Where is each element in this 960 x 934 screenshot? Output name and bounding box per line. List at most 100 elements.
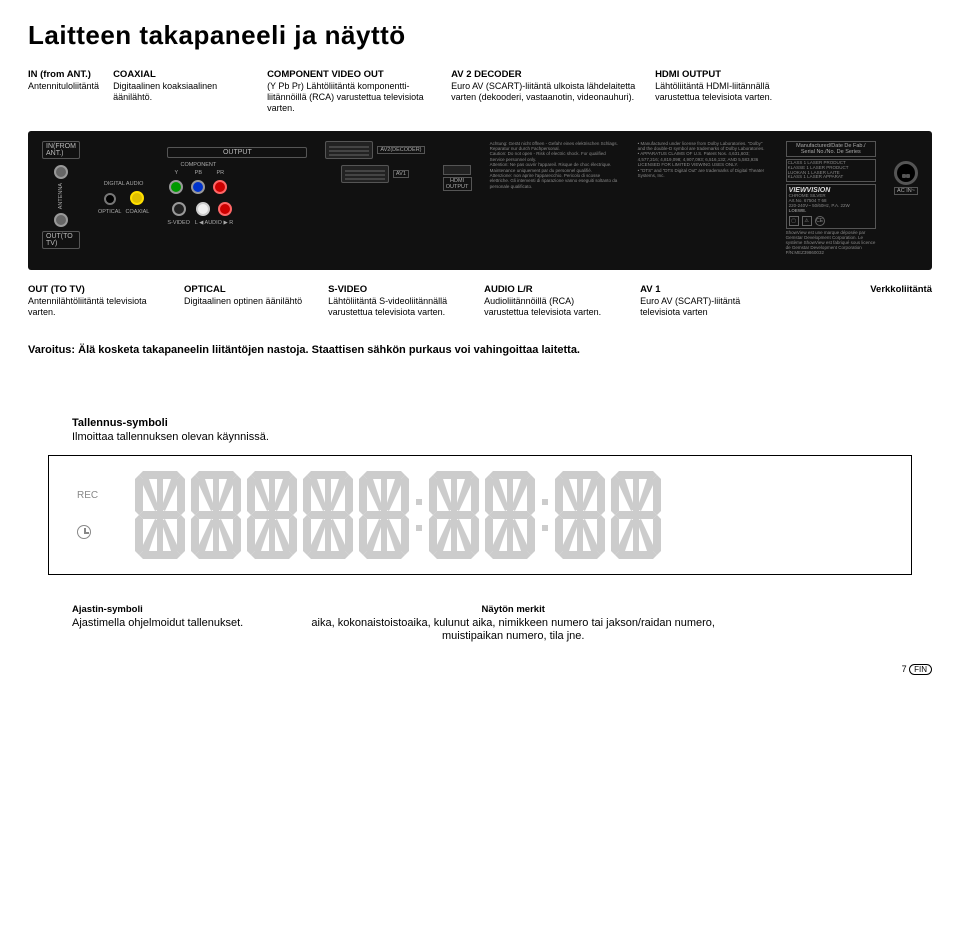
label-body: Lähtöliitäntä HDMI-liitännällä varustett… (655, 81, 772, 102)
panel-warning-text: Achtung: Gerät nicht öffnen - Gefahr ein… (490, 141, 620, 190)
display-marks-body: aika, kokonaistoistoaika, kulunut aika, … (311, 617, 715, 643)
display-left-icons: REC (77, 490, 98, 539)
label-audio: AUDIO L/R Audioliitännöillä (RCA) varust… (484, 284, 614, 318)
loewe-text: LOEWE. (789, 209, 873, 214)
label-title: AUDIO L/R (484, 284, 533, 295)
seg-digit (610, 471, 662, 559)
scart-av2 (325, 141, 373, 159)
acin-label: AC IN~ (894, 187, 918, 195)
label-body: Audioliitännöillä (RCA) varustettua tele… (484, 296, 601, 317)
seg-digit (134, 471, 186, 559)
label-body: Antennituloliitäntä (28, 81, 99, 91)
label-coaxial: COAXIAL Digitaalinen koaksiaalinen äänil… (113, 69, 253, 115)
panel-output: OUTPUT COMPONENT Y PB PR S-VIDEO (167, 141, 307, 226)
pr-label: PR (217, 170, 225, 176)
panel-digital-audio: DIGITAL AUDIO OPTICAL COAXIAL (98, 141, 149, 215)
laser-class: CLASS 1 LASER PRODUCT KLASSE 1 LASER PRO… (786, 159, 876, 183)
coaxial-label: COAXIAL (126, 209, 150, 215)
seg-digit (358, 471, 410, 559)
seg-digit (484, 471, 536, 559)
display-marks-title: Näytön merkit (482, 604, 545, 615)
seg-digit (246, 471, 298, 559)
mfr-label: Manufactured/Date De Fab./ Serial No./No… (786, 141, 876, 157)
badge-2: ⚠ (802, 216, 812, 226)
page-number: 7 (902, 664, 907, 674)
panel-antenna: IN(FROM ANT.) ANTENNA OUT(TO TV) (42, 141, 80, 251)
label-av1: AV 1 Euro AV (SCART)-liitäntä televisiot… (640, 284, 770, 318)
colon-icon (540, 499, 550, 531)
hdmi-jack (443, 165, 471, 175)
label-body: Euro AV (SCART)-liitäntä televisiota var… (640, 296, 740, 317)
page-title: Laitteen takapaneeli ja näyttö (28, 20, 932, 51)
record-symbol-body: Ilmoittaa tallennuksen olevan käynnissä. (72, 431, 269, 443)
panel-scart: AV2(DECODER) AV1 (325, 141, 424, 183)
y-jack (169, 180, 183, 194)
svideo-label: S-VIDEO (167, 220, 190, 226)
label-body: Euro AV (SCART)-liitäntä ulkoista lähdel… (451, 81, 635, 102)
label-body: (Y Pb Pr) Lähtöliitäntä komponentti-liit… (267, 81, 424, 114)
output-label: OUTPUT (167, 147, 307, 158)
label-body: Lähtöliitäntä S-videoliitännällä varuste… (328, 296, 447, 317)
antenna-in-jack (54, 165, 68, 179)
panel-right: Manufactured/Date De Fab./ Serial No./No… (786, 141, 876, 256)
label-out-to-tv: OUT (TO TV) Antennilähtöliitäntä televis… (28, 284, 158, 318)
germany-text: ShowView est une marque déposée par Gems… (786, 231, 876, 251)
seg-digit (428, 471, 480, 559)
digital-audio-label: DIGITAL AUDIO (104, 181, 143, 187)
display-panel: REC (48, 455, 912, 575)
seg-digit (554, 471, 606, 559)
page-lang: FIN (909, 664, 932, 675)
pb-label: PB (195, 170, 202, 176)
label-title: AV 1 (640, 284, 660, 295)
label-svideo: S-VIDEO Lähtöliitäntä S-videoliitännällä… (328, 284, 458, 318)
label-hdmi: HDMI OUTPUT Lähtöliitäntä HDMI-liitännäl… (655, 69, 795, 115)
label-title: HDMI OUTPUT (655, 69, 721, 80)
badge-ce: CE (815, 216, 825, 226)
label-title: IN (from ANT.) (28, 69, 91, 80)
rear-panel: IN(FROM ANT.) ANTENNA OUT(TO TV) DIGITAL… (28, 131, 932, 270)
panel-hdmi: HDMI OUTPUT (443, 141, 472, 215)
hdmi-label: HDMI OUTPUT (443, 177, 472, 191)
pr-jack (213, 180, 227, 194)
label-title: Verkkoliitäntä (870, 284, 932, 295)
label-title: COMPONENT VIDEO OUT (267, 69, 384, 80)
display-marks-desc: Näytön merkit aika, kokonaistoistoaika, … (303, 603, 723, 644)
label-title: OPTICAL (184, 284, 226, 295)
av2-label: AV2(DECODER) (377, 146, 424, 154)
label-optical: OPTICAL Digitaalinen optinen äänilähtö (184, 284, 302, 318)
warning-text: Varoitus: Älä kosketa takapaneelin liitä… (28, 344, 932, 356)
pn-text: P/N:MEZ39860032 (786, 251, 876, 256)
colon-icon (414, 499, 424, 531)
panel-outtotv-label: OUT(TO TV) (42, 231, 80, 249)
panel-acin: AC IN~ (894, 141, 918, 215)
seg-digit (190, 471, 242, 559)
label-title: S-VIDEO (328, 284, 367, 295)
clock-icon (77, 525, 91, 539)
panel-infrom-label: IN(FROM ANT.) (42, 141, 80, 159)
optical-jack (104, 193, 116, 205)
audio-label: L ◀ AUDIO ▶ R (195, 220, 234, 226)
segment-row (134, 471, 662, 559)
seg-digit (302, 471, 354, 559)
label-title: AV 2 DECODER (451, 69, 522, 80)
audio-r-jack (218, 202, 232, 216)
coaxial-jack (130, 191, 144, 205)
label-title: COAXIAL (113, 69, 156, 80)
pb-jack (191, 180, 205, 194)
y-label: Y (175, 170, 179, 176)
component-label: COMPONENT (180, 162, 216, 168)
antenna-text: ANTENNA (58, 183, 64, 209)
label-in-from-ant: IN (from ANT.) Antennituloliitäntä (28, 69, 99, 115)
svideo-jack (172, 202, 186, 216)
label-body: Antennilähtöliitäntä televisiota varten. (28, 296, 147, 317)
timer-symbol-desc: Ajastin-symboli Ajastimella ohjelmoidut … (72, 603, 243, 644)
page-footer: 7 FIN (28, 664, 932, 674)
ac-jack (894, 161, 918, 185)
bottom-symbol-row: Ajastin-symboli Ajastimella ohjelmoidut … (72, 603, 932, 644)
record-symbol-desc: Tallennus-symboli Ilmoittaa tallennuksen… (72, 416, 932, 445)
bottom-labels-row: OUT (TO TV) Antennilähtöliitäntä televis… (28, 284, 932, 318)
label-av2: AV 2 DECODER Euro AV (SCART)-liitäntä ul… (451, 69, 641, 115)
top-labels-row: IN (from ANT.) Antennituloliitäntä COAXI… (28, 69, 932, 115)
av1-label: AV1 (393, 170, 409, 178)
audio-l-jack (196, 202, 210, 216)
